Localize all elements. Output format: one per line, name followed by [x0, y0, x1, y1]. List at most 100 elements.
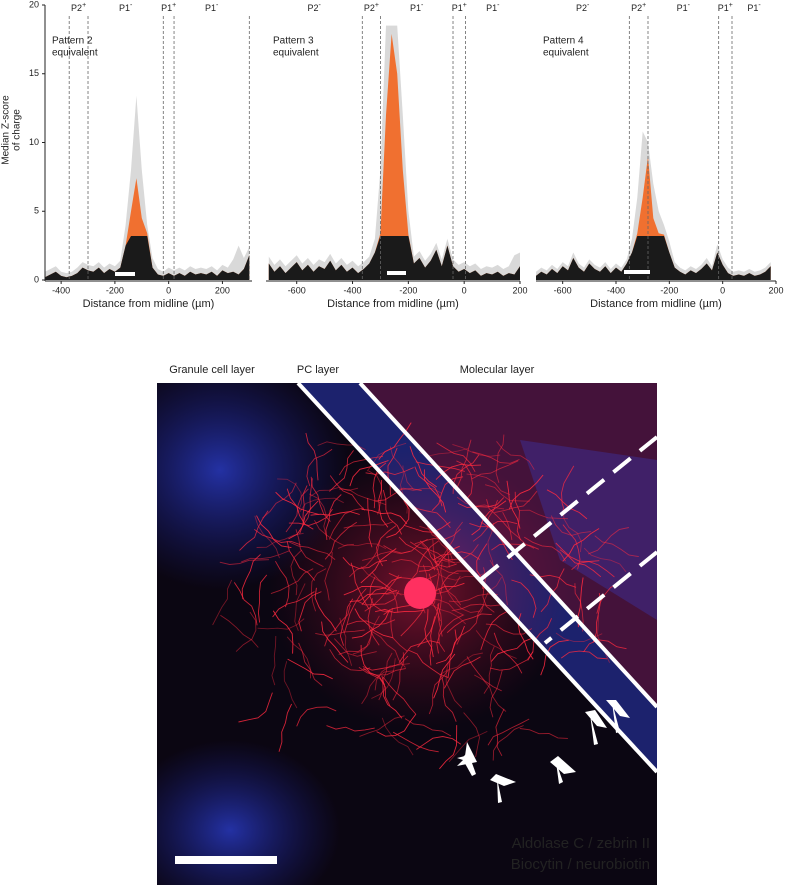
layer-line	[358, 383, 657, 709]
scale-bar	[115, 272, 135, 276]
fiber	[324, 521, 358, 560]
fiber	[354, 608, 394, 639]
fiber	[431, 476, 464, 512]
fiber	[492, 725, 524, 761]
zone-label: P1+	[452, 2, 467, 14]
fiber	[361, 508, 408, 525]
fiber	[466, 473, 511, 496]
fiber	[428, 669, 449, 715]
fiber	[296, 706, 337, 727]
fiber	[254, 529, 301, 546]
fiber	[410, 540, 439, 581]
fiber	[235, 611, 257, 652]
fiber	[372, 462, 387, 509]
fiber	[443, 584, 481, 613]
arrow	[550, 756, 576, 784]
layer-label: Granule cell layer	[169, 364, 255, 376]
fiber	[294, 583, 306, 631]
micrograph	[157, 383, 657, 885]
fiber	[409, 446, 437, 488]
fiber	[305, 432, 319, 481]
fiber	[511, 579, 537, 618]
blue-region	[520, 440, 657, 620]
fiber	[360, 548, 397, 584]
panel-title: equivalent	[52, 48, 98, 59]
fiber	[339, 598, 354, 646]
zone-label: P2-	[576, 2, 590, 14]
x-tick-label: 0	[462, 285, 467, 295]
fiber	[523, 536, 566, 562]
zone-label: P2+	[364, 2, 379, 14]
zone-name: P1	[747, 3, 758, 13]
fiber	[446, 613, 492, 634]
x-tick-label: 200	[768, 285, 783, 295]
y-tick-label: 5	[34, 206, 39, 216]
layer-labels: Granule cell layer PC layer Molecular la…	[169, 364, 534, 376]
fiber	[393, 487, 443, 494]
zone-name: P2	[631, 3, 642, 13]
fiber	[338, 455, 384, 476]
fiber	[414, 528, 461, 545]
zone-name: P1	[452, 3, 463, 13]
zone-sign: -	[318, 2, 321, 9]
fiber	[415, 461, 465, 472]
zone-label: P1-	[205, 2, 219, 14]
fiber	[493, 632, 523, 674]
blue-region	[157, 740, 340, 885]
fiber	[574, 583, 584, 632]
zone-sign: -	[688, 2, 691, 9]
zone-name: P2	[576, 3, 587, 13]
fiber	[391, 559, 440, 571]
fiber	[339, 617, 353, 666]
zone-name: P2	[364, 3, 375, 13]
fiber	[314, 519, 355, 546]
fiber	[592, 593, 601, 643]
fiber	[298, 642, 323, 686]
fiber	[399, 465, 409, 514]
zone-name: P1	[161, 3, 172, 13]
fiber	[496, 441, 535, 470]
x-tick-label: -600	[554, 285, 572, 295]
fiber	[289, 541, 336, 560]
zone-sign: -	[587, 2, 590, 9]
fiber	[306, 448, 333, 487]
zone-sign: -	[421, 2, 424, 9]
fiber	[550, 515, 592, 536]
legend-label: Aldolase C / zebrin II	[512, 835, 650, 852]
fiber	[594, 535, 639, 558]
fiber	[472, 451, 520, 464]
fiber	[329, 649, 371, 672]
fiber	[466, 656, 502, 692]
x-tick-label: 0	[166, 285, 171, 295]
fiber	[283, 661, 298, 709]
zone-label: P1+	[718, 2, 733, 14]
fiber	[487, 718, 530, 746]
y-tick-label: 0	[34, 274, 39, 284]
x-tick-label: -200	[399, 285, 417, 295]
fiber	[262, 482, 297, 519]
fiber	[378, 422, 412, 460]
fiber	[238, 692, 273, 723]
fiber	[561, 465, 575, 513]
fiber	[257, 574, 268, 623]
arrows	[457, 700, 630, 803]
fiber	[288, 508, 333, 526]
fiber	[347, 619, 396, 626]
fiber	[257, 618, 305, 630]
fiber	[365, 467, 414, 475]
fiber	[494, 490, 538, 514]
fiber	[324, 604, 351, 647]
fiber	[432, 539, 459, 575]
area-below-threshold	[45, 236, 250, 280]
area	[268, 33, 520, 281]
zone-label: P1-	[747, 2, 761, 14]
zone-sign: +	[375, 2, 379, 9]
fiber	[489, 651, 534, 671]
arrow	[462, 752, 476, 776]
panel-title: equivalent	[543, 48, 589, 59]
fiber	[220, 614, 259, 648]
zone-sign: -	[216, 2, 219, 9]
fiber	[583, 639, 627, 653]
layer-line	[296, 383, 657, 774]
fiber	[339, 488, 387, 506]
